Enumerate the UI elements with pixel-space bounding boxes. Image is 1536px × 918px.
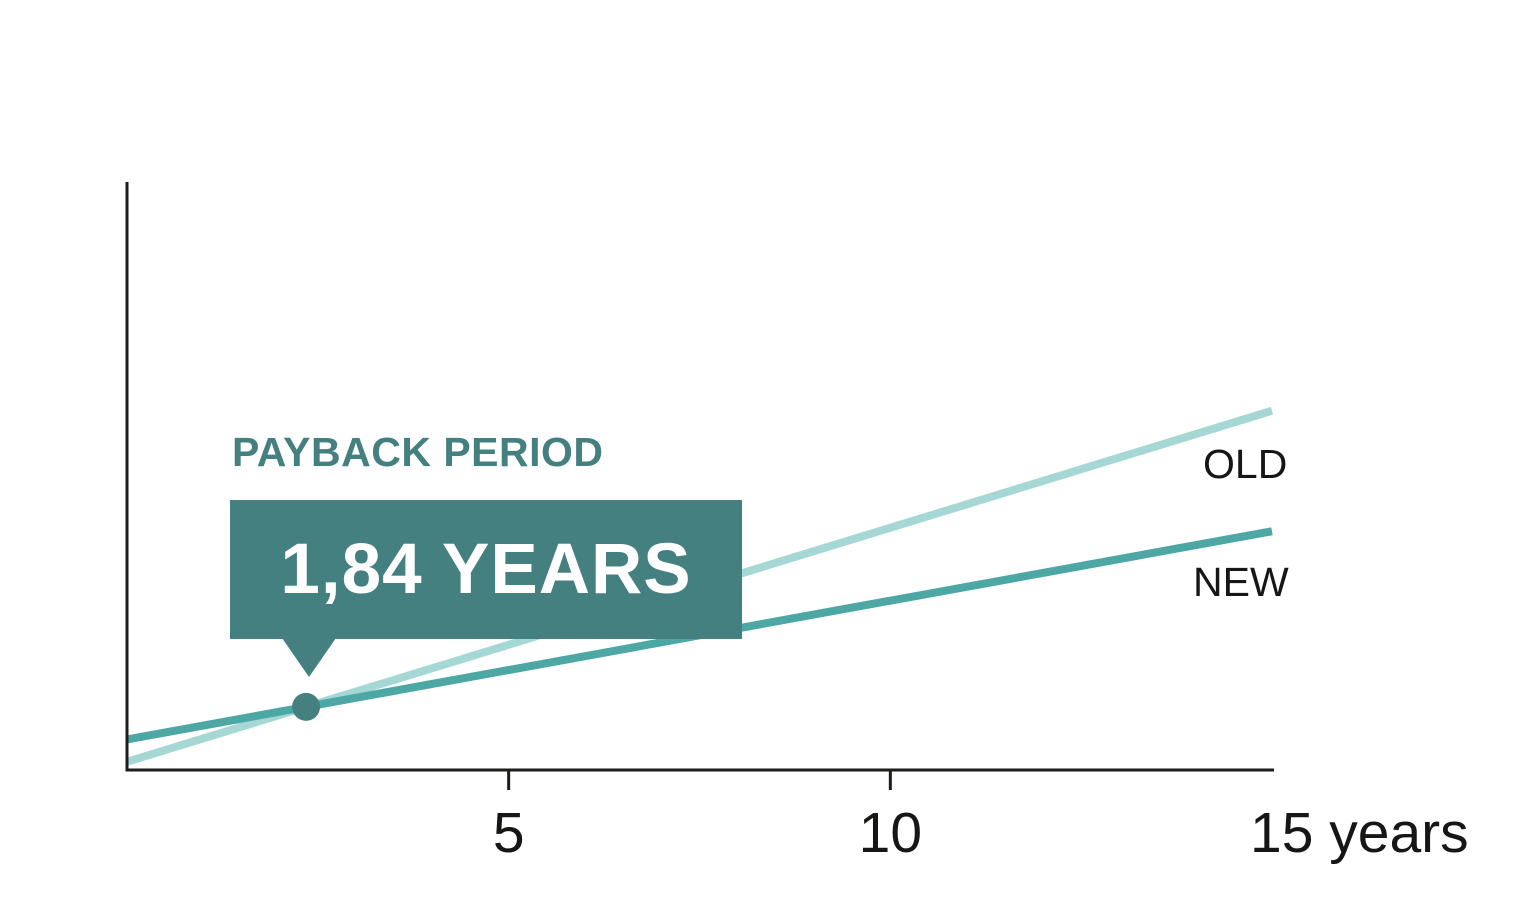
- intersection-dot: [292, 692, 321, 721]
- series-label-old: OLD: [1203, 441, 1288, 487]
- payback-callout: 1,84 YEARS: [230, 500, 742, 677]
- chart-title: PAYBACK PERIOD: [232, 429, 604, 475]
- payback-value: 1,84 YEARS: [280, 530, 692, 609]
- x-tick-label-0: 5: [493, 801, 525, 865]
- x-tick-label-1: 10: [859, 801, 922, 865]
- series-label-new: NEW: [1193, 559, 1289, 605]
- x-axis-end-label: 15 years: [1250, 801, 1469, 865]
